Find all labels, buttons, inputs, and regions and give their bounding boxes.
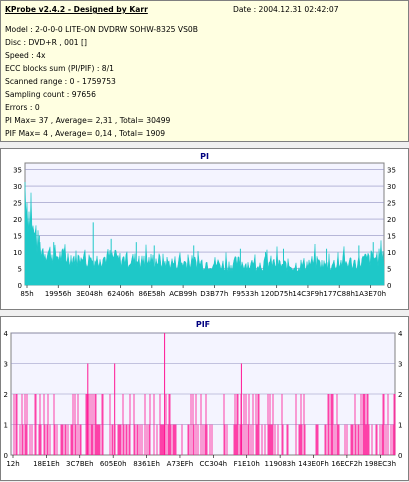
- pif-x-tick-label: 12h: [6, 460, 19, 468]
- pif-y-tick-left: 3: [4, 361, 8, 369]
- pi-y-tick-right: 35: [387, 167, 396, 175]
- pi-x-tick-label: 177C88h: [323, 290, 355, 298]
- pi-y-tick-left: 10: [13, 249, 22, 257]
- info-disc: Disc : DVD+R , 001 []: [5, 38, 87, 47]
- info-speed: Speed : 4x: [5, 51, 46, 60]
- pif-y-tick-left: 0: [4, 452, 8, 460]
- pif-title: PIF: [196, 320, 210, 329]
- pif-y-tick-right: 4: [398, 330, 403, 338]
- pif-x-tick-label: 16ECF2h: [331, 460, 362, 468]
- info-sampling-count: Sampling count : 97656: [5, 90, 96, 99]
- pif-x-tick-label: 8361Eh: [133, 460, 160, 468]
- pi-chart: PI 0 0 5 5 10 10 15 15 20 20 25 25 30 30 35 35 85h 19956h 3…: [13, 152, 396, 298]
- pi-x-tick-label: 14C3F9h: [292, 290, 323, 298]
- pi-y-tick-left: 35: [13, 167, 22, 175]
- pi-y-tick-right: 15: [387, 233, 396, 241]
- pi-x-tick-label: 1A3E70h: [355, 290, 386, 298]
- pif-x-tick-label: 3C7BEh: [66, 460, 93, 468]
- pi-x-tick-label: 19956h: [45, 290, 72, 298]
- pif-y-tick-left: 4: [4, 330, 9, 338]
- pif-x-tick-label: F1E10h: [234, 460, 260, 468]
- info-panel: KProbe v2.4.2 - Designed by Karr Date : …: [0, 0, 409, 142]
- scan-date: Date : 2004.12.31 02:42:07: [233, 5, 339, 14]
- info-pif-stats: PIF Max= 4 , Average= 0,14 , Total= 1909: [5, 129, 166, 138]
- pif-y-tick-right: 2: [398, 391, 402, 399]
- pi-x-tick-label: F9533h: [232, 290, 258, 298]
- pif-x-tick-label: 18E1Eh: [33, 460, 60, 468]
- pi-y-tick-left: 30: [13, 183, 22, 191]
- pi-y-tick-left: 5: [18, 266, 22, 274]
- pi-x-tick-label: 86E58h: [139, 290, 166, 298]
- pi-chart-panel: PI 0 0 5 5 10 10 15 15 20 20 25 25 30 30 35 35 85h 19956h 3…: [0, 148, 409, 310]
- pi-x-tick-label: ACB99h: [169, 290, 197, 298]
- pi-x-tick-label: 62406h: [107, 290, 134, 298]
- pi-y-tick-left: 15: [13, 233, 22, 241]
- pif-x-tick-label: 198EC3h: [365, 460, 397, 468]
- pif-y-tick-left: 2: [4, 391, 8, 399]
- pi-x-tick-label: 120D75h: [261, 290, 293, 298]
- info-errors: Errors : 0: [5, 103, 40, 112]
- pi-series-area: [24, 181, 385, 286]
- pif-x-tick-label: 119083h: [265, 460, 296, 468]
- pi-y-tick-right: 5: [387, 266, 391, 274]
- info-model: Model : 2-0-0-0 LITE-ON DVDRW SOHW-8325 …: [5, 25, 198, 34]
- pif-x-tick-label: 605E0h: [100, 460, 127, 468]
- pi-y-tick-left: 25: [13, 200, 22, 208]
- pif-chart: PIF 0 0 1 1 2 2 3 3 4 4 12h 18E1Eh 3C7BEh 605E0h 8361Eh…: [4, 320, 403, 468]
- pi-y-tick-right: 0: [387, 282, 391, 290]
- pi-y-tick-right: 10: [387, 249, 396, 257]
- pi-x-tick-label: 3E048h: [76, 290, 103, 298]
- info-scanned-range: Scanned range : 0 - 1759753: [5, 77, 116, 86]
- pif-y-tick-right: 3: [398, 361, 402, 369]
- pif-chart-panel: PIF 0 0 1 1 2 2 3 3 4 4 12h 18E1Eh 3C7BEh 605E0h 8361Eh…: [0, 316, 409, 481]
- pif-y-tick-right: 0: [398, 452, 402, 460]
- app-title: KProbe v2.4.2 - Designed by Karr: [5, 5, 148, 14]
- pi-y-tick-right: 30: [387, 183, 396, 191]
- pif-y-tick-left: 1: [4, 422, 8, 430]
- pi-y-tick-left: 20: [13, 216, 22, 224]
- pi-x-tick-label: D3B77h: [200, 290, 228, 298]
- pi-y-tick-left: 0: [18, 282, 22, 290]
- pif-x-tick-label: CC304h: [200, 460, 228, 468]
- pif-x-tick-label: 143E0Fh: [298, 460, 329, 468]
- pi-y-tick-right: 25: [387, 200, 396, 208]
- pi-y-tick-right: 20: [387, 216, 396, 224]
- info-pi-stats: PI Max= 37 , Average= 2,31 , Total= 3049…: [5, 116, 171, 125]
- pi-x-tick-label: 85h: [20, 290, 33, 298]
- pi-title: PI: [200, 152, 209, 161]
- pif-x-tick-label: A73EFh: [167, 460, 194, 468]
- pif-y-tick-right: 1: [398, 422, 402, 430]
- info-ecc-sum: ECC blocks sum (PI/PIF) : 8/1: [5, 64, 115, 73]
